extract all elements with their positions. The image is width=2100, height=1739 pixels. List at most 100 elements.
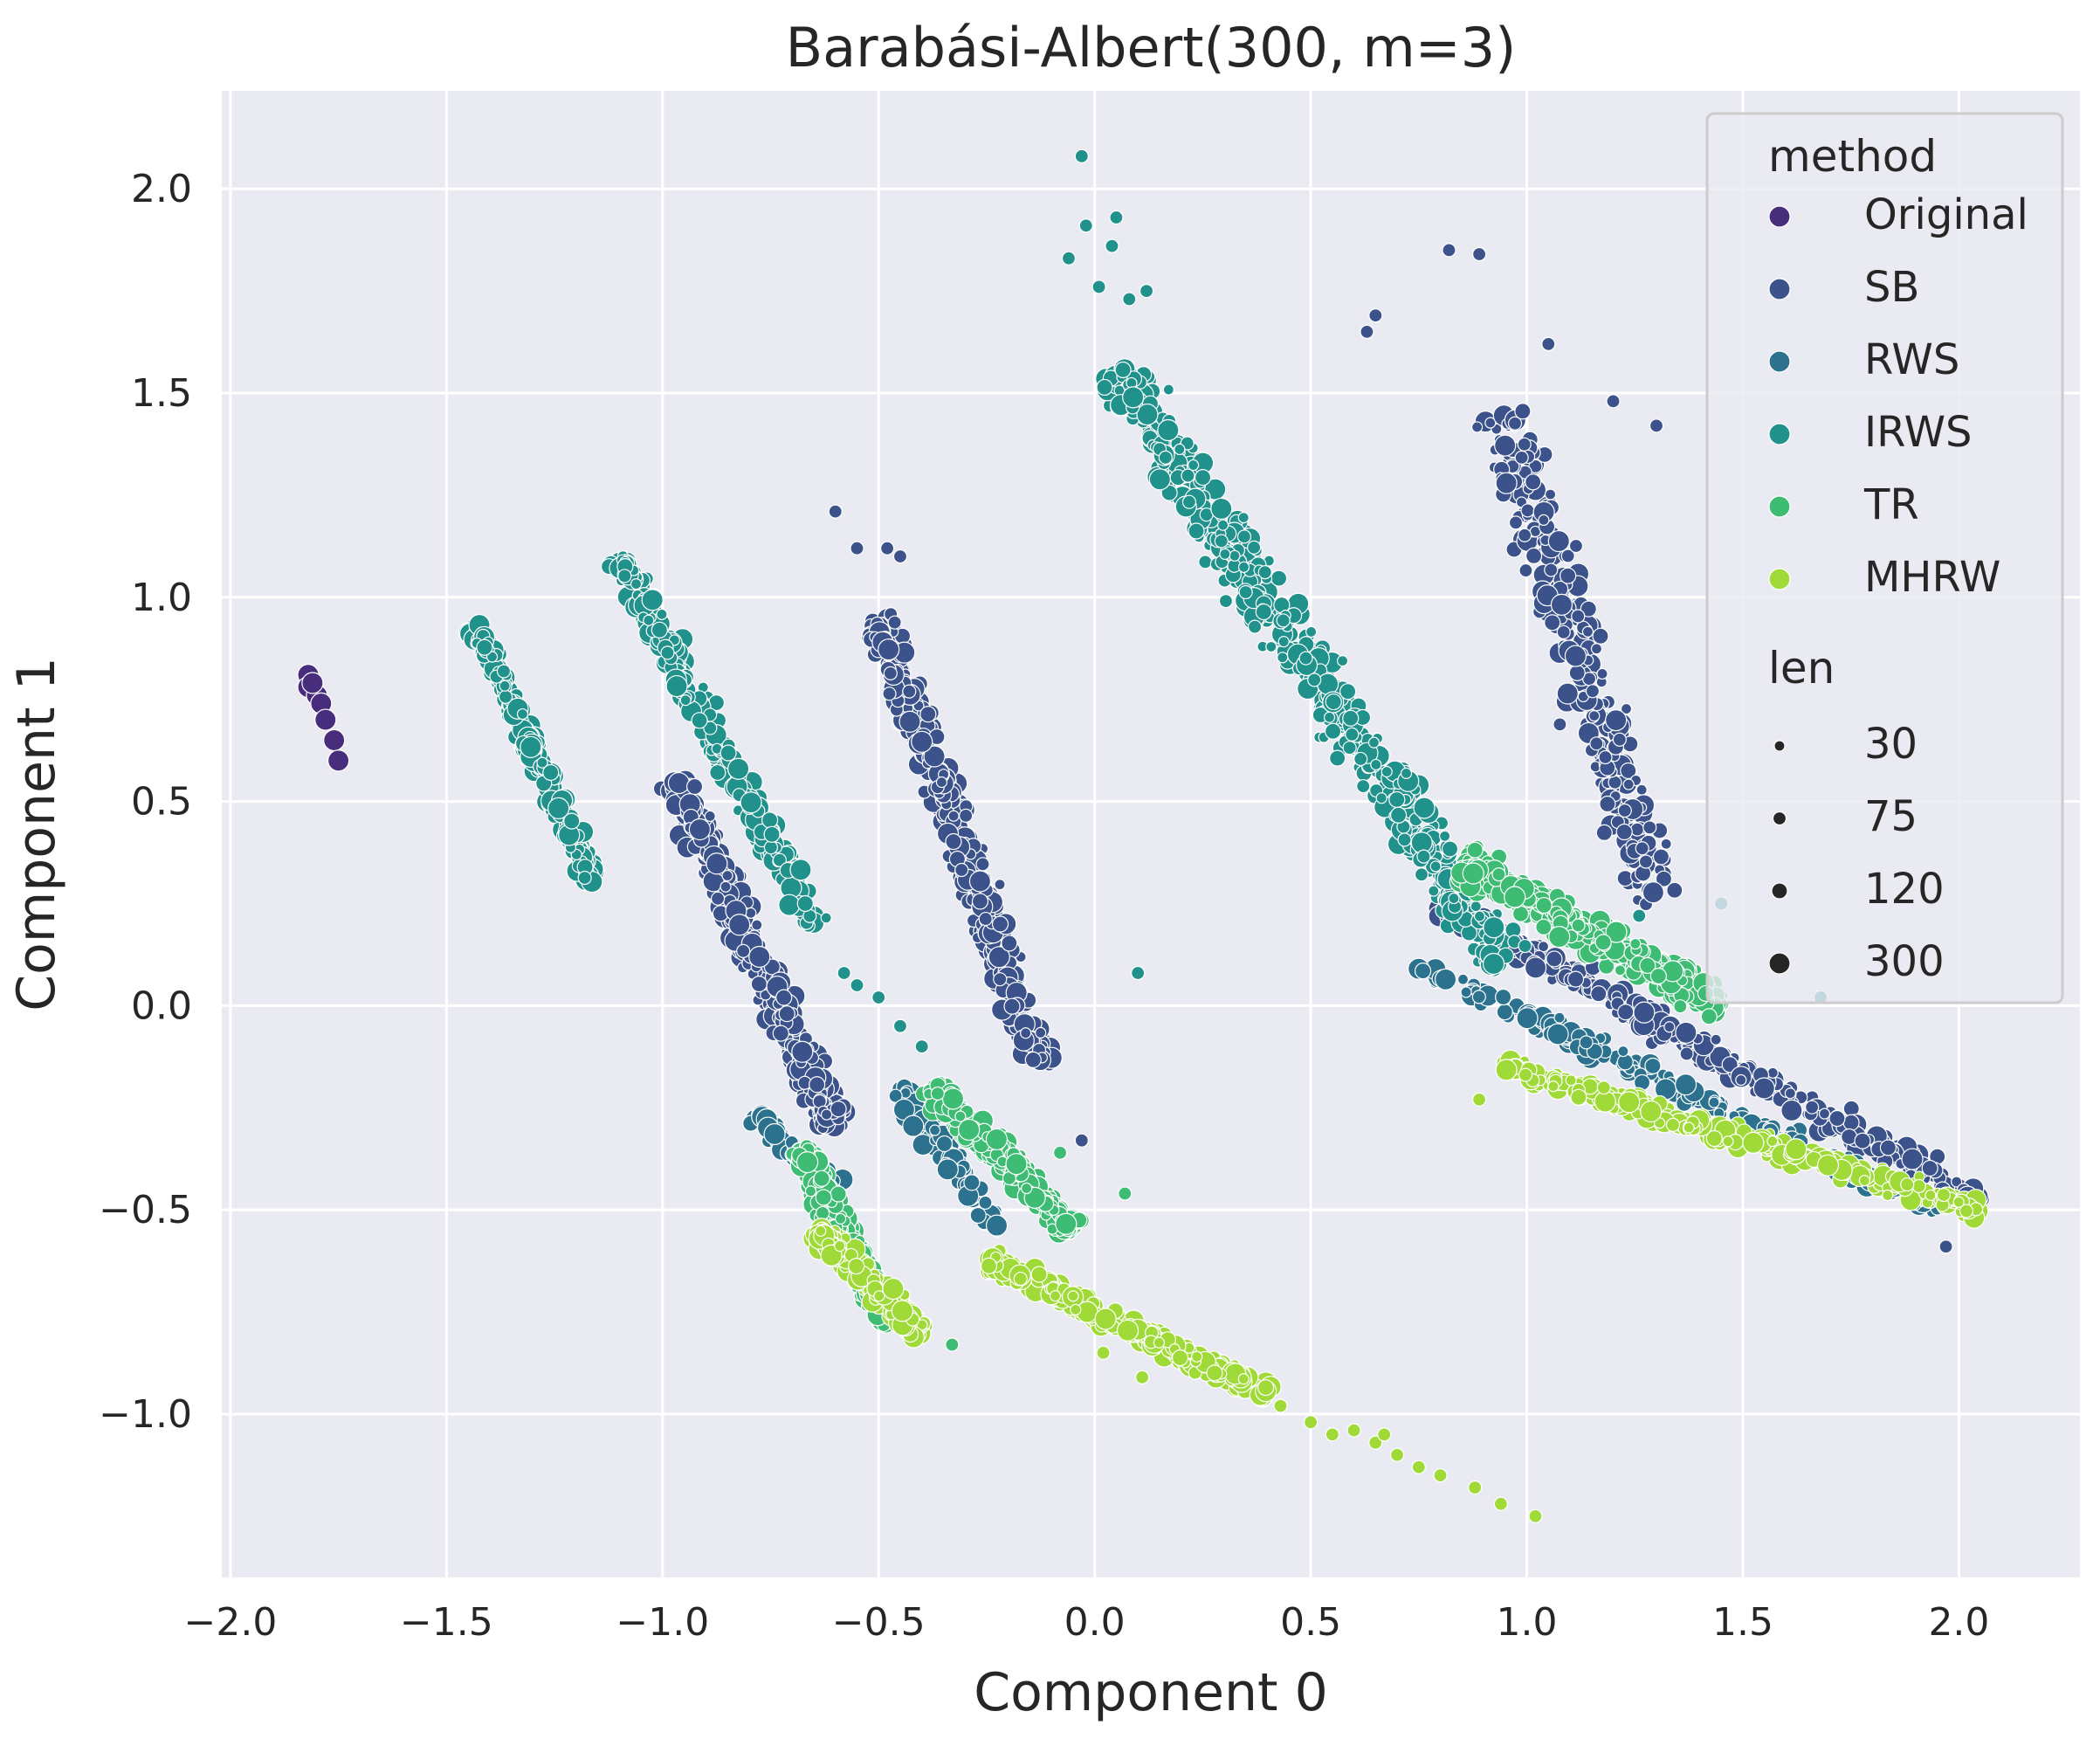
data-point bbox=[1660, 838, 1672, 850]
data-point bbox=[1049, 1290, 1062, 1302]
data-point bbox=[1508, 515, 1524, 530]
data-point bbox=[1674, 1073, 1697, 1096]
data-point bbox=[1237, 561, 1250, 573]
data-point bbox=[958, 1118, 981, 1142]
data-point bbox=[1592, 627, 1609, 645]
data-point bbox=[1590, 985, 1608, 1003]
data-point bbox=[577, 870, 592, 886]
data-point bbox=[882, 687, 897, 701]
data-point bbox=[1568, 664, 1586, 681]
data-point bbox=[1439, 830, 1451, 842]
data-point bbox=[988, 946, 1010, 969]
data-point bbox=[1122, 386, 1145, 409]
data-point bbox=[883, 666, 898, 680]
data-point bbox=[1139, 284, 1154, 299]
data-point bbox=[706, 852, 728, 875]
data-point bbox=[1238, 584, 1253, 600]
data-point bbox=[1162, 383, 1174, 396]
data-point bbox=[1568, 538, 1584, 554]
data-point bbox=[691, 712, 708, 729]
data-point bbox=[887, 615, 902, 630]
data-point bbox=[1535, 896, 1553, 914]
data-point bbox=[1599, 795, 1616, 813]
data-point bbox=[1434, 968, 1457, 990]
data-point bbox=[1514, 403, 1532, 420]
data-point bbox=[1390, 806, 1408, 824]
data-point bbox=[809, 1076, 826, 1094]
data-point bbox=[1579, 1035, 1594, 1050]
data-point bbox=[1229, 549, 1241, 562]
data-point bbox=[1735, 1073, 1747, 1087]
data-point bbox=[728, 914, 751, 936]
data-point bbox=[834, 1239, 846, 1252]
data-point bbox=[923, 745, 946, 768]
data-point bbox=[1700, 1008, 1718, 1025]
data-point bbox=[498, 689, 513, 704]
data-point bbox=[751, 919, 763, 931]
data-point bbox=[804, 1185, 817, 1197]
data-point bbox=[499, 680, 511, 692]
data-point bbox=[1035, 1026, 1047, 1039]
data-point bbox=[1617, 1004, 1635, 1021]
data-point bbox=[795, 1150, 819, 1174]
data-point bbox=[1629, 937, 1642, 950]
data-point bbox=[1122, 292, 1137, 307]
data-point bbox=[542, 763, 560, 782]
data-point bbox=[1342, 741, 1357, 756]
data-point bbox=[1879, 1139, 1897, 1156]
data-point bbox=[1013, 1271, 1028, 1287]
data-point bbox=[1074, 1133, 1089, 1148]
data-point bbox=[710, 891, 726, 906]
data-point bbox=[1514, 450, 1529, 465]
data-point bbox=[1153, 1336, 1165, 1349]
data-point bbox=[1148, 468, 1171, 491]
data-point bbox=[936, 1158, 959, 1181]
data-point bbox=[516, 707, 529, 721]
data-point bbox=[1456, 973, 1470, 985]
data-point bbox=[1400, 767, 1413, 779]
data-point bbox=[929, 1124, 941, 1136]
data-point bbox=[1442, 243, 1456, 258]
data-point bbox=[763, 1122, 786, 1146]
data-point bbox=[763, 840, 779, 855]
data-point bbox=[815, 1225, 827, 1237]
data-point bbox=[848, 1258, 865, 1275]
data-point bbox=[1471, 990, 1486, 1004]
data-point bbox=[1339, 683, 1357, 700]
data-point bbox=[1024, 1051, 1042, 1068]
data-point bbox=[1617, 803, 1632, 818]
data-point bbox=[1174, 443, 1186, 456]
data-point bbox=[660, 645, 675, 660]
data-point bbox=[775, 989, 793, 1006]
data-point bbox=[1353, 751, 1368, 767]
data-point bbox=[1556, 625, 1571, 639]
data-point bbox=[641, 589, 664, 611]
data-point bbox=[665, 674, 688, 698]
data-point bbox=[1191, 1350, 1203, 1363]
data-point bbox=[1397, 832, 1412, 847]
data-point bbox=[679, 694, 692, 707]
data-point bbox=[727, 757, 750, 780]
data-point bbox=[1370, 758, 1382, 771]
data-point bbox=[1638, 854, 1654, 869]
data-point bbox=[709, 763, 726, 782]
data-point bbox=[891, 1300, 913, 1322]
data-point bbox=[1345, 727, 1360, 742]
data-point bbox=[978, 911, 993, 927]
data-point bbox=[1642, 820, 1657, 835]
data-point bbox=[643, 614, 655, 626]
data-point bbox=[1218, 594, 1234, 609]
data-point bbox=[1466, 841, 1484, 859]
data-point bbox=[1921, 1159, 1938, 1177]
data-point bbox=[1525, 473, 1542, 491]
data-point bbox=[1571, 609, 1586, 624]
data-point bbox=[1518, 562, 1533, 578]
data-point bbox=[1078, 218, 1093, 233]
data-point bbox=[1003, 997, 1021, 1015]
data-point bbox=[830, 1101, 847, 1118]
data-point bbox=[323, 728, 346, 752]
data-point bbox=[985, 1214, 1009, 1237]
data-point bbox=[1324, 722, 1342, 740]
data-point bbox=[1323, 711, 1336, 723]
